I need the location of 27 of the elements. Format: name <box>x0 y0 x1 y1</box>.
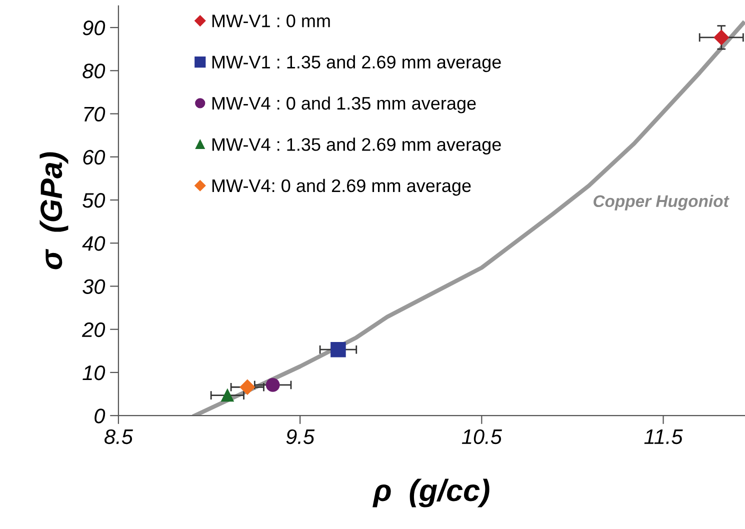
x-tick-label: 11.5 <box>644 430 683 444</box>
legend-label: MW-V4 : 0 and 1.35 mm average <box>212 96 476 114</box>
point <box>714 30 729 46</box>
y-tick-label: 70 <box>84 106 106 122</box>
y-tick-label: 10 <box>82 365 106 380</box>
legend-label: MW-V4: 0 and 2.69 mm average <box>212 178 471 196</box>
y-tick-label: 40 <box>82 236 106 251</box>
y-tick-label: 20 <box>82 322 106 338</box>
y-tick-label: 80 <box>82 64 106 78</box>
point <box>240 380 255 395</box>
y-tick-label: 60 <box>83 150 106 165</box>
point <box>221 389 234 402</box>
x-tick-label: 9.5 <box>286 429 315 444</box>
x-tick-label: 8.5 <box>104 429 133 444</box>
legend-label: MW-V1 : 0 mm <box>212 14 330 28</box>
y-tick-label: 30 <box>82 279 106 294</box>
point <box>330 342 346 358</box>
legend-label: MW-V4 : 1.35 and 2.69 mm average <box>212 138 501 154</box>
y-tick-label: 90 <box>82 20 106 36</box>
x-axis-title: ρ (g/cc) <box>372 478 490 508</box>
point <box>266 378 280 392</box>
y-tick-label: 0 <box>94 408 106 424</box>
y-tick-label: 50 <box>82 193 106 208</box>
y-axis-title: σ (GPa) <box>40 152 68 270</box>
x-tick-label: 10.5 <box>462 429 502 444</box>
legend-label: MW-V1 : 1.35 and 2.69 mm average <box>212 55 501 72</box>
annotation: Copper Hugoniot <box>594 194 730 210</box>
